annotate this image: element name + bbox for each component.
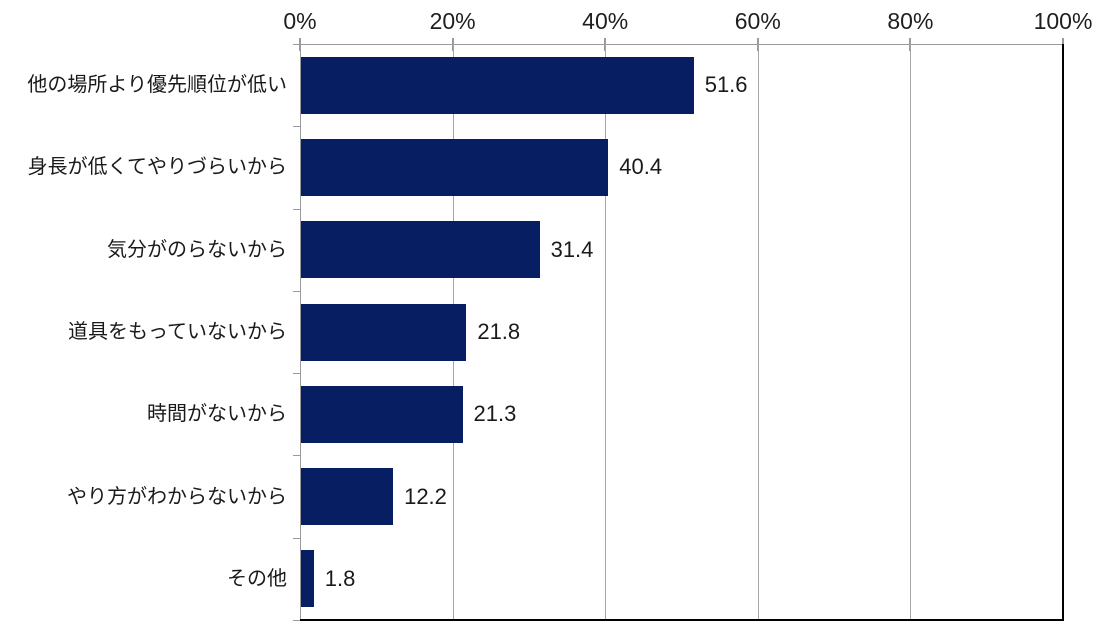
category-axis-tick — [293, 290, 300, 292]
x-tick-label: 100% — [1033, 8, 1093, 34]
bar-value-label: 31.4 — [550, 236, 594, 262]
category-axis-tick — [293, 620, 300, 621]
category-axis-tick — [293, 44, 300, 45]
x-tick-label: 80% — [887, 8, 934, 34]
vertical-gridline — [605, 44, 607, 620]
bar — [301, 550, 314, 608]
bar — [301, 138, 609, 196]
bar-value-label: 21.8 — [477, 319, 521, 344]
bar-value-label: 51.6 — [704, 72, 748, 98]
category-label: 時間がないから — [147, 403, 287, 426]
category-axis-tick — [293, 373, 300, 375]
bar-value-label: 40.4 — [619, 154, 663, 180]
bar — [301, 468, 394, 526]
x-tick-label: 40% — [582, 8, 629, 34]
bar — [301, 221, 540, 279]
bar — [301, 56, 694, 114]
plot-border-right — [1062, 44, 1064, 621]
category-axis-tick — [293, 537, 300, 539]
category-label: 他の場所より優先順位が低い — [27, 74, 287, 97]
category-label: やり方がわからないから — [67, 485, 287, 508]
plot-border-bottom — [300, 619, 1064, 621]
bar-value-label: 1.8 — [324, 565, 356, 591]
x-tick-label: 0% — [283, 8, 317, 34]
category-axis-tick — [293, 208, 300, 210]
bar — [301, 385, 463, 443]
value-axis-line — [300, 44, 1063, 45]
x-tick-label: 20% — [429, 8, 476, 34]
category-axis-tick — [293, 126, 300, 128]
vertical-gridline — [910, 44, 912, 620]
bar — [301, 303, 467, 361]
x-tick-mark — [299, 38, 301, 51]
category-label: 気分がのらないから — [107, 238, 287, 261]
category-label: その他 — [227, 567, 287, 590]
bar-value-label: 21.3 — [473, 401, 517, 427]
category-axis-tick — [293, 455, 300, 457]
x-tick-label: 60% — [734, 8, 781, 34]
bar-value-label: 12.2 — [404, 483, 447, 509]
category-label: 身長が低くてやりづらいから — [27, 156, 287, 179]
vertical-gridline — [757, 44, 759, 620]
category-label: 道具をもっていないから — [68, 321, 287, 343]
category-axis-line — [300, 44, 301, 620]
